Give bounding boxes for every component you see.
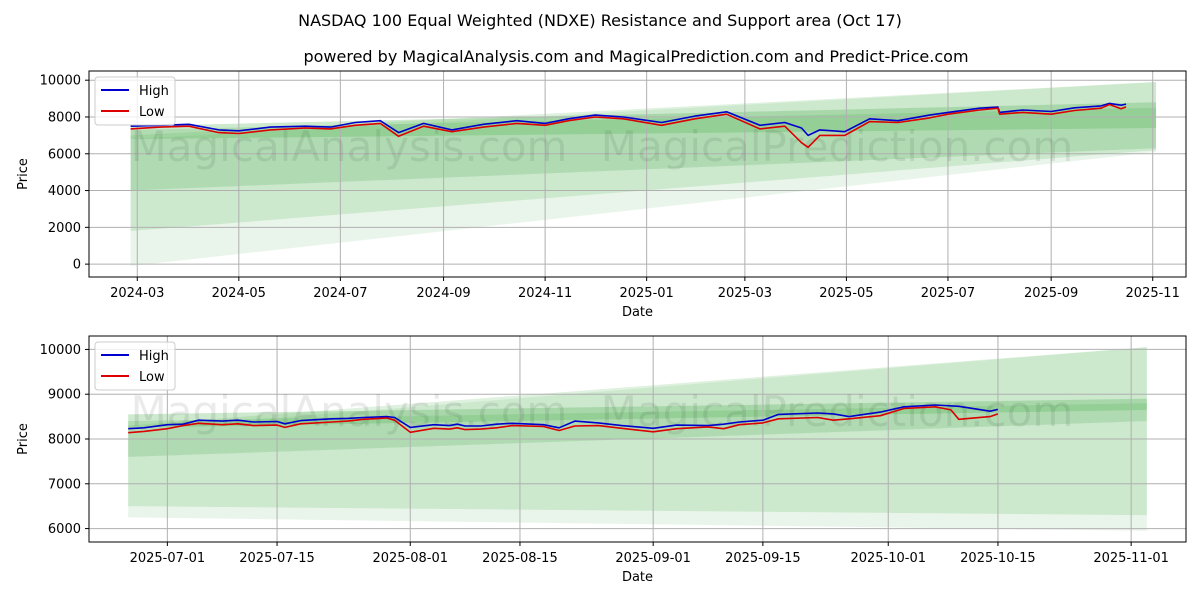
- support-resistance-band-3: [128, 347, 1147, 516]
- grid-layer: [89, 336, 1186, 542]
- plot-frame: [88, 70, 1187, 278]
- legend: High Low: [94, 341, 176, 391]
- support-resistance-band-3: [130, 82, 1157, 232]
- x-tick-label: 2024-11: [518, 286, 572, 301]
- series-line-low: [130, 103, 1127, 149]
- series-line-low: [128, 405, 999, 434]
- top-panel: powered by MagicalAnalysis.com and Magic…: [16, 47, 1187, 320]
- x-axis-label: Date: [622, 305, 653, 320]
- y-tick-label: 8000: [48, 433, 81, 448]
- y-axis-ticks: 0 2000 4000 6000 8000 10000: [40, 74, 89, 273]
- legend: High Low: [94, 76, 176, 126]
- y-tick-label: 2000: [48, 221, 81, 236]
- chart-subtitle: powered by MagicalAnalysis.com and Magic…: [303, 47, 968, 66]
- y-tick-label: 4000: [48, 184, 81, 199]
- x-tick-label: 2025-08-01: [372, 551, 448, 566]
- y-tick-label: 10000: [40, 74, 81, 89]
- legend-low-label: Low: [139, 105, 165, 120]
- y-axis-label: Price: [16, 423, 31, 455]
- x-tick-label: 2025-07: [921, 286, 975, 301]
- y-axis-label: Price: [16, 158, 31, 190]
- y-axis-ticks: 6000 7000 8000 9000 10000: [40, 343, 89, 537]
- x-tick-label: 2025-10-15: [960, 551, 1036, 566]
- x-tick-label: 2025-01: [619, 286, 673, 301]
- x-tick-label: 2024-05: [212, 286, 266, 301]
- x-tick-label: 2025-07-01: [130, 551, 206, 566]
- x-axis-ticks: 2024-03 2024-05 2024-07 2024-09 2024-11 2025-…: [110, 277, 1180, 301]
- support-resistance-band-1: [128, 398, 1147, 428]
- legend-high-label: High: [139, 84, 169, 99]
- x-axis-ticks: 2025-07-01 2025-07-15 2025-08-01 2025-08-15…: [130, 542, 1169, 566]
- x-axis-label: Date: [622, 570, 653, 585]
- x-tick-label: 2025-11: [1126, 286, 1180, 301]
- x-tick-label: 2025-09-15: [725, 551, 801, 566]
- y-tick-label: 7000: [48, 477, 81, 492]
- y-tick-label: 6000: [48, 522, 81, 537]
- series-line-high: [130, 102, 1127, 137]
- watermark-text: MagicalPrediction.com: [601, 122, 1074, 171]
- watermark-text: MagicalAnalysis.com: [131, 387, 568, 436]
- x-tick-label: 2025-10-01: [850, 551, 926, 566]
- legend-low-label: Low: [139, 370, 165, 385]
- y-tick-label: 0: [73, 258, 81, 273]
- watermark-layer: MagicalAnalysis.com MagicalPrediction.com: [131, 387, 1074, 436]
- x-tick-label: 2025-08-15: [482, 551, 558, 566]
- x-tick-label: 2025-05: [819, 286, 873, 301]
- band-layer: [130, 82, 1157, 266]
- series-layer: [130, 102, 1127, 149]
- watermark-text: MagicalAnalysis.com: [131, 122, 568, 171]
- watermark-layer: MagicalAnalysis.com MagicalPrediction.com: [131, 122, 1074, 171]
- legend-high-label: High: [139, 349, 169, 364]
- y-tick-label: 6000: [48, 147, 81, 162]
- bottom-panel: MagicalAnalysis.com MagicalPrediction.com…: [16, 335, 1187, 585]
- series-line-high: [128, 404, 999, 430]
- y-tick-label: 10000: [40, 343, 81, 358]
- x-tick-label: 2025-09: [1024, 286, 1078, 301]
- x-tick-label: 2024-03: [110, 286, 164, 301]
- series-layer: [128, 404, 999, 434]
- x-tick-label: 2024-07: [313, 286, 367, 301]
- x-tick-label: 2024-09: [416, 286, 470, 301]
- x-tick-label: 2025-07-15: [239, 551, 315, 566]
- x-tick-label: 2025-03: [718, 286, 772, 301]
- y-tick-label: 8000: [48, 110, 81, 125]
- x-tick-label: 2025-11-01: [1093, 551, 1169, 566]
- y-tick-label: 9000: [48, 388, 81, 403]
- chart-title: NASDAQ 100 Equal Weighted (NDXE) Resista…: [298, 11, 902, 30]
- x-tick-label: 2025-09-01: [615, 551, 691, 566]
